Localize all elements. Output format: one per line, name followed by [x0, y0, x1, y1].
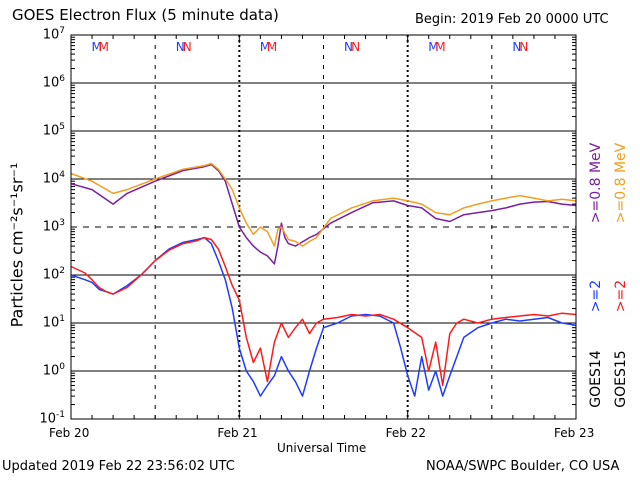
y-tick-label: 107	[42, 26, 65, 43]
satellite-marker: N	[351, 40, 361, 54]
satellite-marker: N	[512, 40, 522, 54]
updated-timestamp: Updated 2019 Feb 22 23:56:02 UTC	[2, 459, 235, 474]
plot-frame	[70, 34, 577, 420]
satellite-marker: M	[266, 40, 278, 54]
legend-entry: >=0.8 MeV	[588, 142, 604, 224]
legend-entry: >=2	[588, 279, 604, 313]
series-line-1	[70, 162, 577, 247]
y-tick-label: 101	[42, 314, 65, 331]
satellite-marker: M	[91, 40, 102, 54]
satellite-marker: N	[519, 40, 529, 54]
y-tick-label: 100	[42, 362, 65, 379]
satellite-marker: N	[175, 40, 185, 54]
satellite-marker: M	[98, 40, 109, 54]
legend-entry: GOES14	[588, 350, 604, 408]
begin-time: Begin: 2019 Feb 20 0000 UTC	[415, 12, 609, 27]
x-tick-label: Feb 21	[217, 426, 258, 440]
x-axis-label: Universal Time	[277, 441, 367, 455]
y-tick-label: 103	[42, 218, 65, 235]
series-lines	[70, 162, 577, 397]
y-axis-label: Particles cm⁻²s⁻¹sr⁻¹	[7, 162, 27, 328]
y-tick-label: 105	[42, 122, 65, 139]
satellite-marker: M	[435, 40, 446, 54]
series-line-3	[70, 236, 577, 387]
series-line-0	[70, 163, 577, 265]
x-tick-label: Feb 20	[49, 426, 90, 440]
credit-line: NOAA/SWPC Boulder, CO USA	[426, 459, 620, 474]
satellite-marker: N	[182, 40, 192, 54]
y-tick-label: 104	[42, 170, 65, 187]
satellite-marker: M	[428, 40, 439, 54]
x-tick-label: Feb 23	[554, 426, 595, 440]
y-tick-label: 102	[42, 266, 65, 283]
y-tick-label: 106	[42, 74, 65, 91]
satellite-marker: N	[344, 40, 354, 54]
legend-entry: GOES15	[613, 350, 629, 408]
satellite-marker: M	[259, 40, 271, 54]
chart-title: GOES Electron Flux (5 minute data)	[12, 6, 279, 24]
legend-entry: >=2	[613, 279, 629, 313]
legend-entry: >=0.8 MeV	[613, 142, 629, 224]
x-tick-label: Feb 22	[385, 426, 426, 440]
y-tick-label: 10-1	[39, 410, 65, 427]
